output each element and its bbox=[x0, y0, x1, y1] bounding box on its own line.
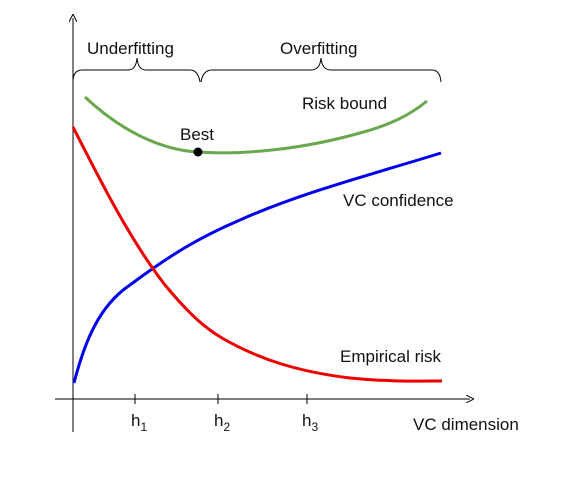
underfitting-brace bbox=[72, 57, 201, 83]
best-label: Best bbox=[180, 125, 214, 144]
tick-label-h1: h1 bbox=[131, 411, 147, 434]
vc-confidence-curve bbox=[72, 151, 442, 384]
best-point bbox=[193, 147, 203, 157]
overfitting-label: Overfitting bbox=[280, 39, 357, 58]
empirical-risk-label: Empirical risk bbox=[340, 347, 442, 366]
risk-bound-label: Risk bound bbox=[302, 94, 387, 113]
risk-bound-curve bbox=[83, 95, 428, 155]
underfitting-label: Underfitting bbox=[87, 39, 174, 58]
overfitting-brace bbox=[200, 57, 442, 83]
x-axis-label: VC dimension bbox=[413, 415, 519, 434]
vc-confidence-label: VC confidence bbox=[343, 191, 454, 210]
tick-label-h3: h3 bbox=[302, 411, 318, 434]
empirical-risk-curve bbox=[71, 126, 443, 383]
tick-label-h2: h2 bbox=[214, 411, 230, 434]
